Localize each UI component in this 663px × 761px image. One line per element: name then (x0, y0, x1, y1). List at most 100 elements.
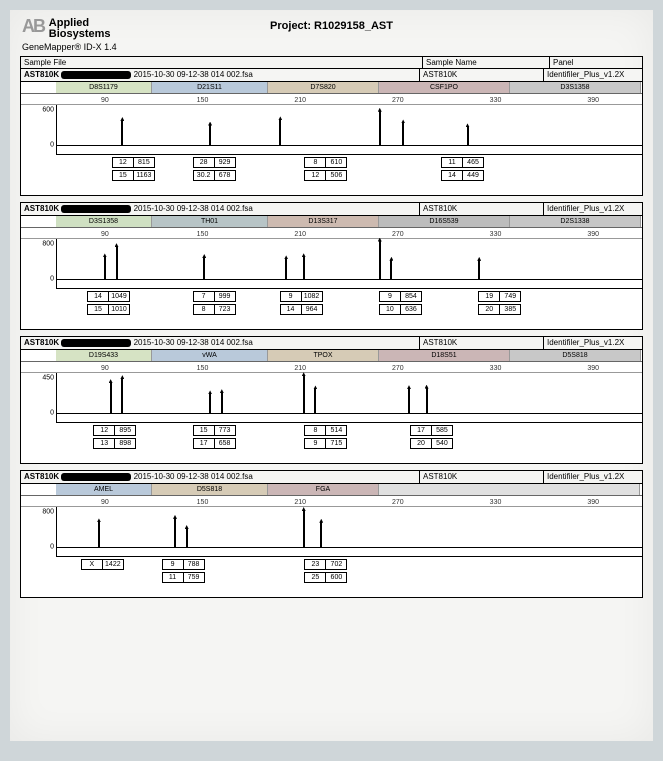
peak-height: 815 (134, 157, 155, 168)
locus-label: TH01 (152, 216, 268, 227)
locus-label: D16S539 (379, 216, 510, 227)
allele-call: 20385 (478, 304, 521, 315)
allele-value: 9 (280, 291, 302, 302)
peak-height: 773 (215, 425, 236, 436)
canvas (57, 507, 642, 557)
allele-value: 11 (441, 157, 463, 168)
allele-call: 12815 (112, 157, 155, 168)
baseline (57, 413, 642, 414)
allele-call: 17585 (410, 425, 453, 436)
sample-name: AST810K (420, 471, 544, 483)
baseline (57, 547, 642, 548)
allele-value: 8 (304, 425, 326, 436)
locus-label: D2S1338 (510, 216, 641, 227)
peak-height: 1163 (134, 170, 155, 181)
x-tick: 150 (154, 97, 252, 104)
peak (379, 111, 381, 147)
x-tick: 270 (349, 231, 447, 238)
sample-info-row: AST810K 2015-10-30 09-12-38 014 002.fsaA… (21, 69, 642, 82)
allele-call: X1422 (81, 559, 124, 570)
peak-height: 895 (115, 425, 136, 436)
allele-call: 28929 (193, 157, 236, 168)
locus-label: D5S818 (152, 484, 268, 495)
y-tick: 600 (42, 107, 54, 114)
allele-value: 14 (441, 170, 463, 181)
allele-value: 28 (193, 157, 215, 168)
x-tick: 390 (544, 231, 642, 238)
locus-label: D21S11 (152, 82, 268, 93)
locus-label: FGA (268, 484, 379, 495)
locus-label: D18S51 (379, 350, 510, 361)
peak-height: 715 (326, 438, 347, 449)
allele-row: 12895138981577317658851497151758520540 (21, 423, 642, 463)
peak-height: 1010 (109, 304, 130, 315)
x-tick: 270 (349, 97, 447, 104)
allele-call-group: 1577317658 (193, 425, 236, 449)
allele-call: 11759 (162, 572, 205, 583)
peak (379, 241, 381, 281)
allele-call: 9854 (379, 291, 422, 302)
allele-call: 12895 (93, 425, 136, 436)
peak-height: 540 (432, 438, 453, 449)
allele-value: 20 (478, 304, 500, 315)
allele-call-group: 79998723 (193, 291, 236, 315)
peak (426, 388, 428, 415)
y-tick: 0 (50, 142, 54, 149)
x-tick: 90 (56, 365, 154, 372)
sample-info-row: AST810K 2015-10-30 09-12-38 014 002.fsaA… (21, 337, 642, 350)
peak (98, 521, 100, 548)
peak (320, 522, 322, 549)
y-axis: 600 0 (21, 105, 57, 155)
locus-row: D19S433vWATPOXD18S51D5S818 (21, 350, 642, 362)
allele-call: 9715 (304, 438, 347, 449)
allele-value: 17 (193, 438, 215, 449)
x-axis: 90150210270330390 (21, 496, 642, 507)
peak (303, 510, 305, 548)
allele-value: 8 (193, 304, 215, 315)
baseline (57, 145, 642, 146)
peak (279, 119, 281, 146)
allele-call: 8723 (193, 304, 236, 315)
x-tick: 330 (447, 97, 545, 104)
allele-call: 20540 (410, 438, 453, 449)
allele-row: X14229788117592370225600 (21, 557, 642, 597)
peak-height: 999 (215, 291, 236, 302)
x-tick: 210 (251, 499, 349, 506)
locus-label (379, 484, 640, 495)
y-tick: 800 (42, 241, 54, 248)
y-tick: 800 (42, 509, 54, 516)
peak-height: 723 (215, 304, 236, 315)
peak-height: 1049 (109, 291, 130, 302)
locus-label: TPOX (268, 350, 379, 361)
allele-call-group: 12815 151163 (112, 157, 155, 181)
allele-call: 9788 (162, 559, 205, 570)
panel-name: Identifiler_Plus_v1.2X (544, 337, 642, 349)
allele-value: 13 (93, 438, 115, 449)
allele-call-group: X1422 (81, 559, 124, 570)
allele-value: 10 (379, 304, 401, 315)
allele-call: 151163 (112, 170, 155, 181)
allele-call: 151010 (87, 304, 130, 315)
peak-height: 506 (326, 170, 347, 181)
peak (285, 258, 287, 280)
peak-height: 514 (326, 425, 347, 436)
plot-area: 8000 (21, 507, 642, 557)
allele-call: 8514 (304, 425, 347, 436)
allele-value: 19 (478, 291, 500, 302)
peak (104, 256, 106, 280)
peak (209, 125, 211, 147)
electropherogram-track: AST810K 2015-10-30 09-12-38 014 002.fsaA… (20, 68, 643, 196)
canvas (57, 239, 642, 289)
plot-area: 600 0 (21, 105, 642, 155)
allele-call-group: 9108214964 (280, 291, 323, 315)
allele-call: 141049 (87, 291, 130, 302)
y-tick: 0 (50, 276, 54, 283)
locus-row: D3S1358TH01D13S317D16S539D2S1338 (21, 216, 642, 228)
allele-value: 7 (193, 291, 215, 302)
y-tick: 0 (50, 410, 54, 417)
table-header: Sample File Sample Name Panel (20, 56, 643, 68)
allele-value: 14 (87, 291, 109, 302)
sample-name: AST810K (420, 203, 544, 215)
x-tick: 90 (56, 499, 154, 506)
allele-value: 25 (304, 572, 326, 583)
